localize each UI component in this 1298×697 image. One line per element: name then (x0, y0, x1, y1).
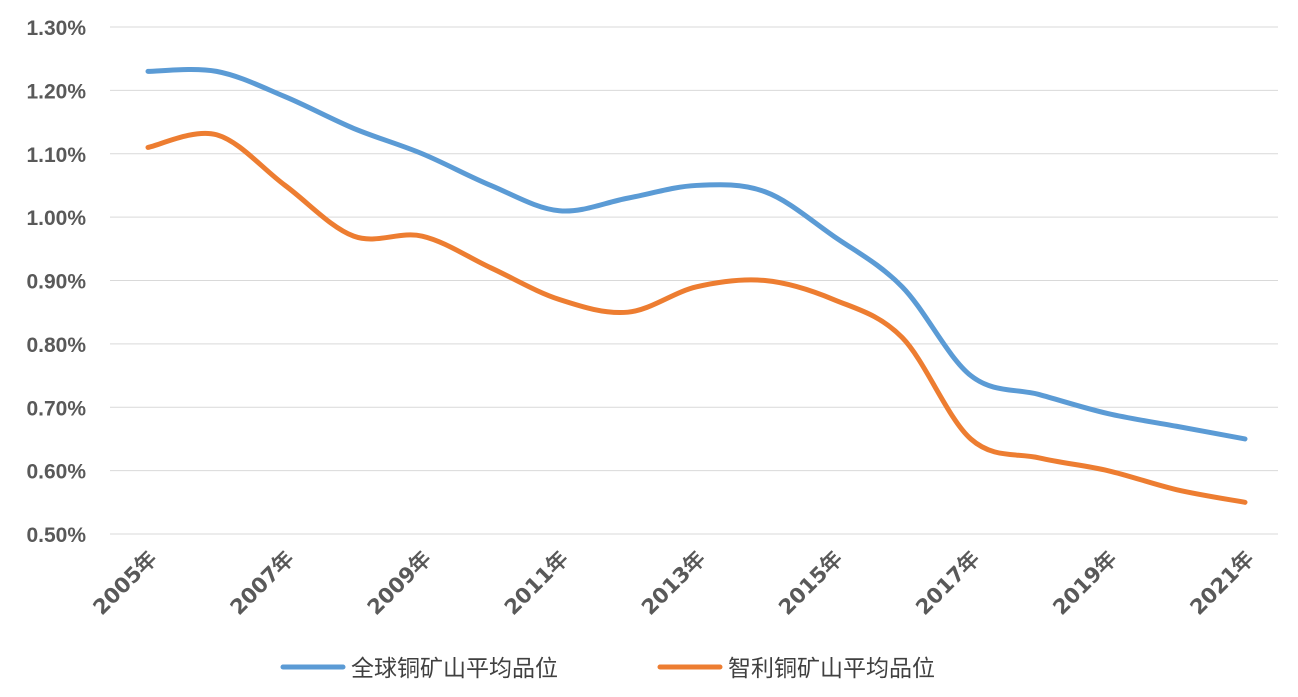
x-axis-tick-labels: 2005年 2007年 2009年 2011年 2013年 2015年 2017年 2019年… (88, 547, 1258, 620)
x-tick-label: 2005年 (88, 547, 161, 620)
x-tick-label: 2013年 (637, 547, 710, 620)
x-tick-label: 2021年 (1185, 547, 1258, 620)
y-tick-label: 1.10% (26, 144, 86, 167)
y-tick-label: 0.50% (26, 524, 86, 547)
y-tick-label: 0.90% (26, 271, 86, 294)
series-line-1 (145, 66, 1248, 442)
y-axis-tick-labels: 0.50% 0.60% 0.70% 0.80% 0.90% 1.00% 1.10% 1.20%… (26, 17, 86, 547)
x-tick-label: 2009年 (363, 547, 436, 620)
y-tick-label: 1.20% (26, 80, 86, 103)
y-tick-label: 0.80% (26, 334, 86, 357)
series-line-2 (145, 130, 1248, 505)
series-lines (145, 66, 1248, 505)
y-tick-label: 1.00% (26, 207, 86, 230)
x-tick-label: 2007年 (226, 547, 299, 620)
legend-label: 智利铜矿山平均品位 (728, 656, 935, 682)
gridlines (110, 26, 1278, 535)
x-tick-label: 2015年 (774, 547, 847, 620)
y-tick-label: 0.70% (26, 397, 86, 420)
x-tick-label: 2017年 (911, 547, 984, 620)
legend-label: 全球铜矿山平均品位 (351, 656, 558, 682)
y-tick-label: 1.30% (26, 17, 86, 40)
legend: 全球铜矿山平均品位 智利铜矿山平均品位 (280, 656, 935, 682)
y-tick-label: 0.60% (26, 461, 86, 484)
x-tick-label: 2019年 (1048, 547, 1121, 620)
x-tick-label: 2011年 (500, 547, 573, 620)
